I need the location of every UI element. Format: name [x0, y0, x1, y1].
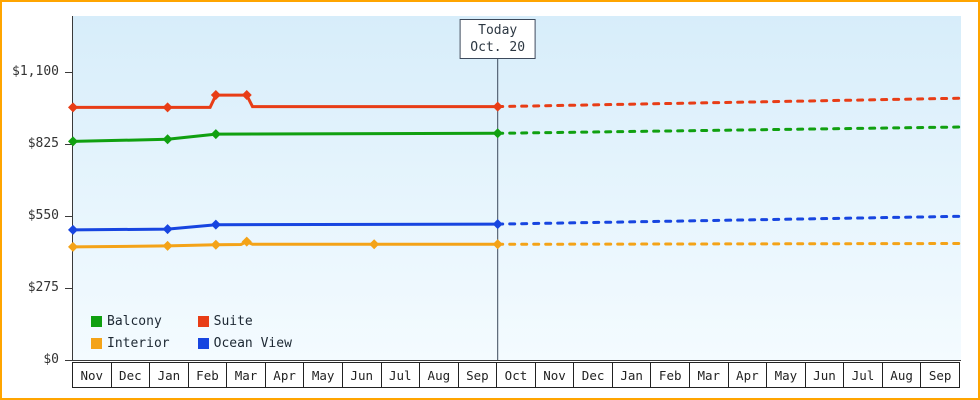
series-forecast-line-suite [496, 96, 963, 109]
series-marker-interior [162, 240, 173, 251]
month-cell-dec-1: Dec [110, 362, 151, 388]
y-axis: $1,100 $825 $550 $275 $0 [2, 16, 72, 367]
chart-legend: Balcony Suite Interior Ocean View [91, 314, 292, 351]
month-cell-jan-2: Jan [149, 362, 189, 388]
month-cell-jul-20: Jul [843, 362, 883, 388]
month-cell-aug-21: Aug [881, 362, 922, 388]
series-line-ocean-view [72, 222, 498, 232]
y-axis-label: $0 [43, 352, 59, 367]
series-marker-balcony [210, 129, 221, 140]
series-marker-suite [492, 101, 503, 112]
series-marker-interior [241, 236, 252, 247]
y-axis-label: $275 [27, 280, 59, 295]
legend-item-balcony: Balcony [91, 314, 170, 329]
legend-label-balcony: Balcony [107, 314, 162, 329]
month-cell-may-18: May [766, 362, 806, 388]
month-cell-apr-17: Apr [727, 362, 768, 388]
month-cell-apr-5: Apr [264, 362, 305, 388]
y-axis-tick [65, 359, 72, 361]
legend-label-interior: Interior [107, 336, 170, 351]
y-axis-tick [65, 71, 72, 73]
series-marker-suite [210, 90, 221, 101]
y-axis-label: $825 [27, 136, 59, 152]
series-marker-interior [492, 239, 503, 250]
today-date: Oct. 20 [470, 40, 526, 55]
series-marker-ocean-view [492, 219, 503, 230]
series-marker-ocean-view [210, 219, 221, 230]
today-annotation: Today Oct. 20 [459, 19, 537, 59]
legend-label-ocean-view: Ocean View [213, 336, 292, 351]
today-label: Today [478, 23, 518, 38]
series-marker-suite [68, 102, 78, 113]
legend-swatch-interior [91, 338, 102, 349]
series-marker-interior [369, 239, 380, 250]
month-cell-may-6: May [303, 362, 343, 388]
series-marker-ocean-view [162, 224, 173, 235]
chart-canvas [68, 28, 963, 360]
series-marker-balcony [68, 136, 78, 147]
y-axis-label: $1,100 [12, 64, 59, 80]
legend-swatch-suite [197, 316, 209, 327]
month-cell-feb-15: Feb [650, 362, 690, 388]
y-axis-tick [65, 287, 72, 289]
y-axis-tick [65, 215, 72, 217]
month-cell-mar-4: Mar [226, 362, 266, 388]
series-marker-balcony [492, 128, 503, 139]
series-marker-suite [241, 90, 252, 101]
month-cell-jun-19: Jun [804, 362, 845, 388]
legend-item-ocean-view: Ocean View [197, 336, 292, 351]
month-cell-feb-3: Feb [187, 362, 228, 388]
legend-item-suite: Suite [197, 314, 292, 329]
month-cell-sep-10: Sep [457, 362, 498, 388]
series-marker-interior [68, 241, 78, 252]
y-axis-tick [65, 143, 72, 145]
series-forecast-line-balcony [496, 125, 963, 135]
month-cell-sep-22: Sep [920, 362, 960, 388]
series-forecast-line-ocean-view [496, 214, 963, 226]
x-axis-month-row: Nov Dec Jan Feb Mar Apr May Jun Jul Aug Sep Oct Nov D… [72, 362, 960, 388]
month-cell-nov-0: Nov [72, 362, 112, 388]
series-marker-balcony [162, 134, 173, 145]
month-cell-jan-14: Jan [611, 362, 652, 388]
plot-area: Today Oct. 20 Balcony Suite Interior Ocean … [68, 16, 963, 361]
month-cell-nov-12: Nov [534, 362, 575, 388]
series-marker-interior [210, 239, 221, 250]
y-axis-label: $550 [27, 208, 59, 223]
series-line-balcony [72, 131, 498, 143]
month-cell-dec-13: Dec [573, 362, 613, 388]
legend-label-suite: Suite [213, 314, 253, 329]
month-cell-oct-11: Oct [496, 362, 536, 388]
series-line-interior [72, 240, 498, 249]
legend-swatch-balcony [91, 316, 102, 327]
series-marker-ocean-view [68, 224, 78, 235]
month-cell-jun-7: Jun [341, 362, 382, 388]
legend-item-interior: Interior [91, 336, 170, 351]
legend-swatch-ocean-view [197, 338, 209, 349]
series-line-suite [73, 93, 498, 109]
series-marker-suite [162, 102, 173, 113]
month-cell-mar-16: Mar [689, 362, 729, 388]
month-cell-jul-8: Jul [380, 362, 421, 388]
month-cell-aug-9: Aug [419, 362, 459, 388]
series-forecast-line-interior [496, 242, 963, 246]
